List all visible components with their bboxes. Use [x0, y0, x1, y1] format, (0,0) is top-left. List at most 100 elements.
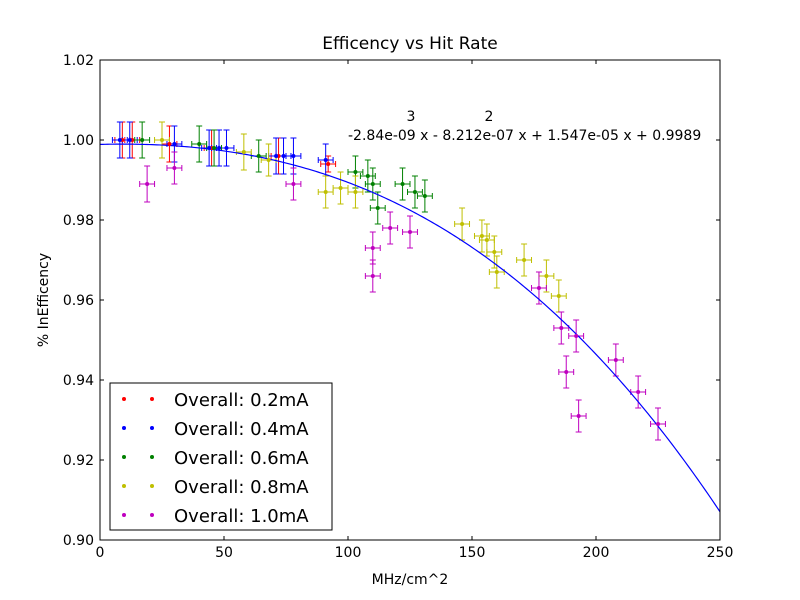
data-point — [256, 154, 261, 158]
legend-item: Overall: 0.4mA — [122, 419, 309, 440]
data-point — [353, 170, 358, 174]
data-point — [460, 222, 465, 226]
legend-marker — [150, 397, 154, 401]
fit-equation: 3 2 -2.84e-09 x - 8.212e-07 x + 1.547e-0… — [348, 109, 701, 144]
data-point — [127, 138, 132, 142]
legend-marker — [150, 513, 154, 517]
legend-marker — [122, 513, 126, 517]
data-point — [323, 190, 328, 194]
data-point — [167, 142, 172, 146]
error-bar — [235, 133, 252, 171]
data-point — [408, 230, 412, 234]
legend-label: Overall: 0.8mA — [174, 477, 309, 498]
data-point — [536, 286, 541, 290]
data-point — [291, 154, 296, 158]
fit-equation-text: -2.84e-09 x - 8.212e-07 x + 1.547e-05 x … — [348, 128, 701, 144]
data-point — [412, 190, 417, 194]
y-tick-label: 0.90 — [63, 533, 94, 549]
data-point — [370, 182, 375, 186]
data-point — [172, 166, 177, 170]
data-point — [422, 194, 427, 198]
y-tick-label: 0.96 — [63, 293, 94, 309]
legend-box — [109, 382, 333, 531]
legend: Overall: 0.2mA Overall: 0.4mA Overall: 0.6… — [109, 382, 333, 531]
data-point — [274, 154, 279, 158]
data-point — [494, 270, 499, 274]
legend-label: Overall: 1.0mA — [174, 506, 309, 527]
data-point — [370, 274, 375, 278]
data-point — [207, 146, 212, 150]
data-point — [160, 138, 164, 142]
data-point — [400, 182, 405, 186]
data-point — [484, 238, 489, 242]
y-tick-label: 1.00 — [63, 133, 94, 149]
data-point — [544, 274, 549, 278]
chart-title: Efficency vs Hit Rate — [322, 34, 497, 54]
data-point — [217, 146, 222, 150]
data-point — [323, 158, 328, 162]
legend-marker — [122, 484, 126, 488]
data-point — [291, 182, 296, 186]
data-point — [492, 250, 497, 254]
y-axis-label: % InEfficency — [36, 253, 52, 347]
data-point — [117, 138, 122, 142]
plot-area — [99, 121, 721, 513]
legend-marker — [122, 426, 126, 430]
error-bar — [488, 255, 505, 289]
data-point — [613, 358, 618, 362]
data-point — [576, 414, 581, 418]
legend-item: Overall: 1.0mA — [122, 506, 309, 527]
data-point — [388, 226, 393, 230]
data-point — [326, 162, 331, 166]
legend-marker — [122, 397, 126, 401]
data-point — [656, 422, 660, 426]
data-points — [117, 138, 660, 426]
data-point — [370, 246, 375, 250]
data-point — [556, 294, 561, 298]
legend-item: Overall: 0.8mA — [122, 477, 309, 498]
legend-marker — [150, 426, 154, 430]
data-point — [353, 190, 358, 194]
x-tick-label: 50 — [215, 545, 233, 561]
legend-marker — [122, 455, 126, 459]
data-point — [564, 370, 569, 374]
x-tick-label: 200 — [583, 545, 610, 561]
data-point — [224, 146, 229, 150]
data-point — [172, 142, 177, 146]
data-point — [212, 146, 217, 150]
x-axis-label: MHz/cm^2 — [372, 572, 449, 588]
data-point — [522, 258, 527, 262]
data-point — [266, 158, 271, 162]
legend-item: Overall: 0.2mA — [122, 390, 309, 411]
data-point — [281, 154, 286, 158]
x-tick-label: 250 — [707, 545, 734, 561]
data-point — [338, 186, 343, 190]
data-point — [559, 326, 564, 330]
x-tick-label: 150 — [459, 545, 486, 561]
fit-curve — [99, 143, 721, 513]
legend-item: Overall: 0.6mA — [122, 448, 309, 469]
data-point — [479, 234, 484, 238]
data-point — [197, 142, 202, 146]
legend-marker — [150, 455, 154, 459]
x-tick-label: 100 — [335, 545, 362, 561]
data-point — [140, 138, 145, 142]
y-tick-label: 0.98 — [63, 213, 94, 229]
data-point — [365, 174, 370, 178]
y-tick-label: 0.92 — [63, 453, 94, 469]
legend-label: Overall: 0.6mA — [174, 448, 309, 469]
data-point — [636, 390, 641, 394]
y-tick-label: 1.02 — [63, 53, 94, 69]
legend-label: Overall: 0.2mA — [174, 390, 309, 411]
axis-ticks: 0 50 100 150 200 250 0.90 0.92 0.94 0.96 0.98 1.00 1… — [63, 53, 734, 561]
data-point — [375, 206, 380, 210]
legend-label: Overall: 0.4mA — [174, 419, 309, 440]
data-point — [574, 334, 579, 338]
fit-exponent-3: 3 — [407, 109, 416, 125]
legend-marker — [150, 484, 154, 488]
y-tick-label: 0.94 — [63, 373, 94, 389]
x-tick-label: 0 — [96, 545, 105, 561]
data-point — [145, 182, 150, 186]
fit-exponent-2: 2 — [485, 109, 494, 125]
